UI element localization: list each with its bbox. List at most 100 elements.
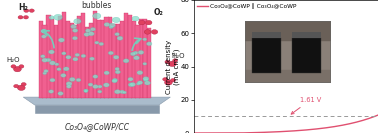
Circle shape [169,61,176,66]
Polygon shape [35,105,159,113]
Circle shape [93,13,101,19]
Circle shape [85,29,91,32]
Circle shape [18,16,23,19]
Circle shape [137,81,143,84]
Circle shape [115,33,119,36]
Bar [101,20,105,98]
Circle shape [57,68,61,71]
Circle shape [115,90,121,94]
Circle shape [104,23,110,26]
Bar [66,21,70,98]
Circle shape [19,65,24,68]
Circle shape [40,55,45,58]
Circle shape [69,77,75,81]
Circle shape [58,92,63,95]
Bar [54,25,58,98]
Circle shape [42,35,46,38]
Text: O₂: O₂ [154,8,164,17]
Bar [73,25,77,98]
Circle shape [133,56,139,60]
Circle shape [67,85,71,88]
Circle shape [144,30,151,34]
Bar [143,19,147,98]
Bar [147,28,151,98]
Circle shape [75,53,79,56]
Bar [70,23,74,98]
Circle shape [60,74,66,77]
Circle shape [113,55,119,59]
Circle shape [93,75,98,78]
Circle shape [44,70,48,73]
Circle shape [122,91,126,94]
Circle shape [98,85,102,88]
Bar [77,16,82,98]
Circle shape [42,30,46,33]
Circle shape [98,90,102,93]
Circle shape [115,67,119,70]
Circle shape [128,83,133,87]
Circle shape [104,71,109,75]
Circle shape [133,51,138,54]
Bar [62,12,66,98]
Bar [58,16,62,98]
Circle shape [144,78,148,82]
Circle shape [109,26,113,29]
Circle shape [108,51,113,55]
Circle shape [103,83,109,87]
Circle shape [84,90,88,93]
Circle shape [90,57,94,60]
Circle shape [50,78,55,82]
Circle shape [84,89,88,92]
Circle shape [73,29,78,32]
Circle shape [138,20,145,25]
Circle shape [143,77,149,81]
Circle shape [73,57,78,61]
Circle shape [66,55,71,59]
Bar [128,15,132,98]
Circle shape [115,70,121,74]
Circle shape [132,16,139,21]
Circle shape [11,65,16,68]
Circle shape [49,16,54,19]
Text: bubbles: bubbles [82,1,112,10]
Circle shape [143,38,147,41]
Circle shape [112,17,120,23]
Circle shape [137,71,143,75]
Circle shape [130,82,136,86]
Bar [132,21,136,98]
Bar [42,25,46,98]
Circle shape [42,58,48,62]
Circle shape [94,41,99,44]
Legend: Co₃O₄@CoWP ∥ Co₃O₄@CoWP: Co₃O₄@CoWP ∥ Co₃O₄@CoWP [197,3,297,10]
Circle shape [71,25,76,29]
Bar [39,21,43,98]
Bar [97,20,101,98]
Circle shape [43,72,46,75]
Circle shape [165,60,170,64]
Y-axis label: Current density
(mA cm⁻²): Current density (mA cm⁻²) [166,40,180,93]
Circle shape [144,81,150,85]
Circle shape [84,33,90,36]
Circle shape [54,14,62,20]
Bar [124,13,128,98]
Circle shape [112,79,117,83]
Text: H₂O: H₂O [171,53,185,59]
Circle shape [164,80,172,85]
Circle shape [93,85,98,89]
Bar [104,17,108,98]
Circle shape [109,23,115,27]
Circle shape [55,63,59,66]
Circle shape [74,19,81,24]
Circle shape [72,36,77,40]
Circle shape [151,30,158,34]
Circle shape [14,84,19,88]
Bar [93,11,97,98]
Bar [89,23,93,98]
Circle shape [163,78,168,81]
Circle shape [120,90,125,93]
Circle shape [50,61,56,65]
Circle shape [23,16,28,19]
Circle shape [14,66,21,72]
Circle shape [81,54,86,58]
Bar [108,17,113,98]
